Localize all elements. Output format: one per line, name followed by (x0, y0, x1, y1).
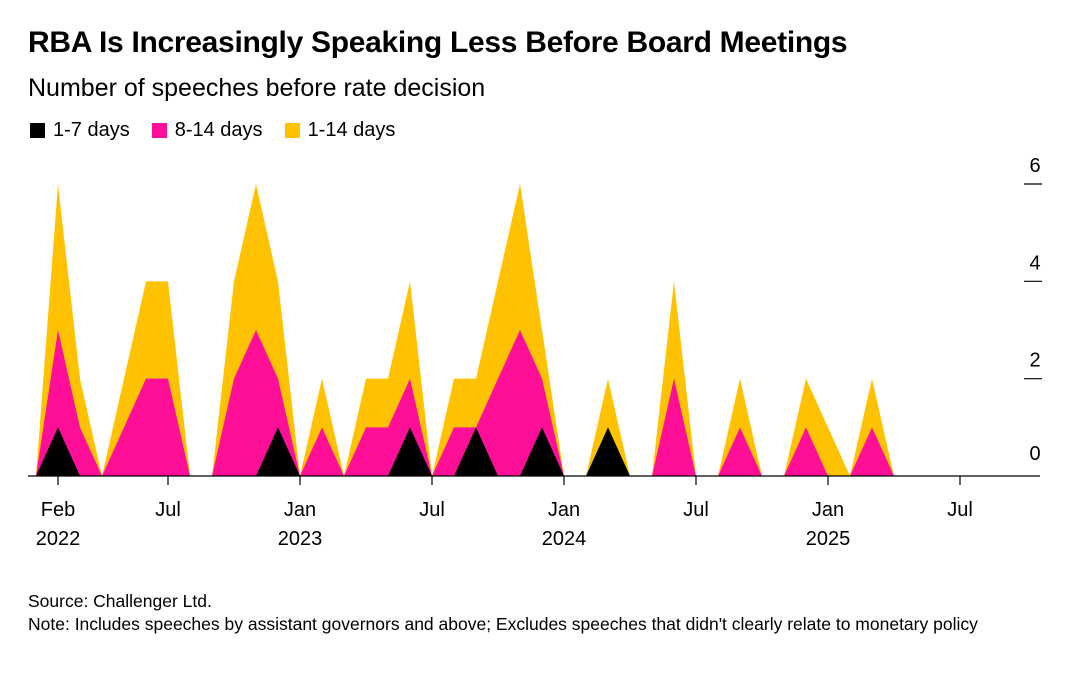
y-tick-label-6: 6 (1029, 155, 1040, 177)
x-tick-year-2024-01: 2024 (542, 528, 587, 550)
legend-swatch-1-7-days (30, 123, 45, 138)
x-tick-label-2023-01: Jan (284, 499, 316, 521)
legend-item-1-14-days: 1-14 days (284, 119, 396, 142)
legend-label-1-7-days: 1-7 days (53, 119, 130, 141)
methodology-note: Note: Includes speeches by assistant gov… (28, 614, 978, 634)
area-series-1-7-days (36, 427, 1004, 476)
legend-label-1-14-days: 1-14 days (307, 119, 396, 141)
legend-item-1-7-days: 1-7 days (30, 119, 130, 142)
x-tick-label-2025-07: Jul (947, 499, 973, 521)
chart-title: RBA Is Increasingly Speaking Less Before… (28, 26, 848, 59)
legend-swatch-8-14-days (151, 123, 167, 138)
x-tick-year-2022-02: 2022 (36, 528, 81, 550)
x-tick-label-2023-07: Jul (419, 499, 445, 521)
x-tick-label-2022-02: Feb (41, 499, 75, 521)
legend: 1-7 days 8-14 days 1-14 days (30, 119, 395, 142)
legend-swatch-1-14-days (284, 123, 300, 138)
chart-footer: Source: Challenger Ltd. Note: Includes s… (28, 590, 1058, 636)
x-tick-year-2025-01: 2025 (806, 528, 851, 550)
chart-subtitle: Number of speeches before rate decision (28, 74, 486, 102)
y-tick-label-2: 2 (1029, 350, 1040, 372)
y-tick-label-4: 4 (1029, 252, 1040, 274)
x-tick-label-2022-07: Jul (155, 499, 181, 521)
x-tick-year-2023-01: 2023 (278, 528, 323, 550)
x-tick-label-2024-07: Jul (683, 499, 709, 521)
source-note: Source: Challenger Ltd. (28, 591, 212, 611)
legend-label-8-14-days: 8-14 days (174, 119, 263, 141)
x-tick-label-2024-01: Jan (548, 499, 580, 521)
y-tick-label-0: 0 (1029, 443, 1040, 465)
area-chart: 0 2 4 6 Feb 2022 Jul Jan 2023 Jul Jan 2024 Jul Jan 202… (28, 155, 1042, 550)
legend-item-8-14-days: 8-14 days (151, 119, 263, 142)
x-tick-label-2025-01: Jan (812, 499, 844, 521)
